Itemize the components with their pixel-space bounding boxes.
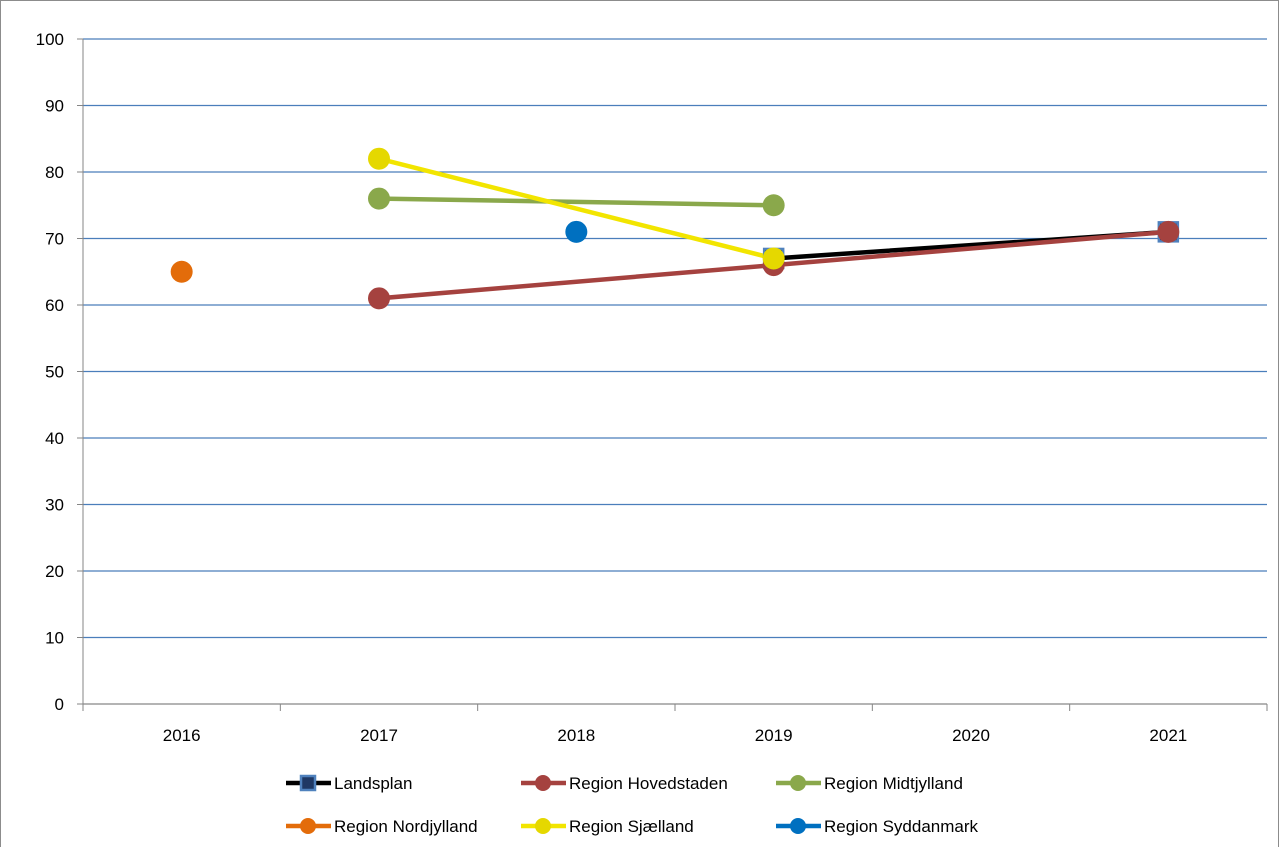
x-tick-label-2018: 2018 [557, 726, 595, 745]
y-tick-label-10: 10 [45, 629, 64, 648]
x-tick-label-2021: 2021 [1149, 726, 1187, 745]
legend-marker-region-midtjylland [790, 775, 806, 791]
legend-item-region-hovedstaden: Region Hovedstaden [521, 774, 728, 793]
legend-item-landsplan: Landsplan [286, 774, 412, 793]
x-tick-label-2017: 2017 [360, 726, 398, 745]
y-tick-label-60: 60 [45, 296, 64, 315]
data-point-region-syddanmark-2018 [565, 220, 588, 243]
legend-item-region-midtjylland: Region Midtjylland [776, 774, 963, 793]
legend-label-region-hovedstaden: Region Hovedstaden [569, 774, 728, 793]
axes [82, 39, 1267, 711]
legend: Landsplan Region Hovedstaden Region Midtjy… [286, 774, 979, 836]
legend-label-region-nordjylland: Region Nordjylland [334, 817, 478, 836]
y-tick-label-0: 0 [55, 695, 64, 714]
y-axis-ticks: 0 10 20 30 40 50 60 70 80 90 100 [36, 30, 83, 714]
y-tick-label-100: 100 [36, 30, 64, 49]
series-line-region-midtjylland [376, 196, 776, 208]
legend-label-landsplan: Landsplan [334, 774, 412, 793]
legend-item-region-syddanmark: Region Syddanmark [776, 817, 979, 836]
x-axis-ticks: 2016 2017 2018 2019 2020 2021 [82, 704, 1268, 745]
gridlines [83, 38, 1267, 639]
x-tick-label-2019: 2019 [755, 726, 793, 745]
legend-item-region-nordjylland: Region Nordjylland [286, 817, 478, 836]
legend-marker-region-syddanmark [790, 818, 806, 834]
legend-item-region-sjælland: Region Sjælland [521, 817, 694, 836]
y-tick-label-20: 20 [45, 562, 64, 581]
y-tick-label-40: 40 [45, 429, 64, 448]
legend-marker-region-sjælland [535, 818, 551, 834]
data-point-region-sjælland-2017 [368, 147, 390, 170]
legend-label-region-midtjylland: Region Midtjylland [824, 774, 963, 793]
data-point-region-hovedstaden-2017 [368, 287, 390, 310]
legend-label-region-sjælland: Region Sjælland [569, 817, 694, 836]
data-point-region-hovedstaden-2021 [1157, 220, 1180, 243]
legend-marker-landsplan [299, 774, 317, 792]
data-point-region-sjælland-2019 [762, 247, 785, 270]
x-tick-label-2020: 2020 [952, 726, 990, 745]
legend-marker-region-hovedstaden [535, 775, 551, 791]
series-markers [170, 147, 1180, 310]
y-tick-label-30: 30 [45, 496, 64, 515]
series-line-region-sjælland [376, 156, 776, 261]
x-tick-label-2016: 2016 [163, 726, 201, 745]
legend-label-region-syddanmark: Region Syddanmark [824, 817, 979, 836]
series-lines [376, 156, 1171, 301]
data-point-region-midtjylland-2019 [762, 194, 785, 217]
y-tick-label-50: 50 [45, 363, 64, 382]
data-point-region-midtjylland-2017 [368, 187, 390, 210]
legend-marker-region-nordjylland [300, 818, 316, 834]
y-tick-label-70: 70 [45, 230, 64, 249]
y-tick-label-80: 80 [45, 163, 64, 182]
y-tick-label-90: 90 [45, 97, 64, 116]
data-point-region-nordjylland-2016 [170, 260, 193, 283]
